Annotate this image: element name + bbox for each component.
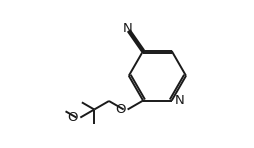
Text: O: O xyxy=(67,111,78,124)
Text: N: N xyxy=(123,22,132,35)
Text: O: O xyxy=(115,103,125,116)
Text: N: N xyxy=(175,94,185,107)
